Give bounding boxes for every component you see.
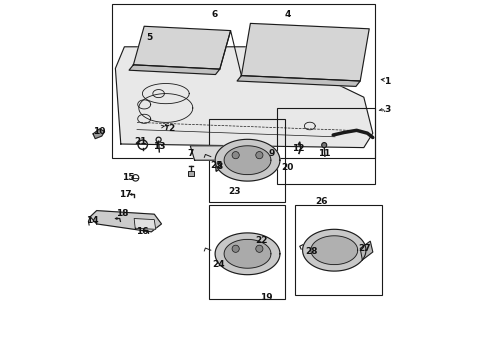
Polygon shape [215,233,280,275]
Bar [112,4,374,158]
Polygon shape [311,236,358,265]
Text: 5: 5 [147,33,153,42]
Text: 2: 2 [168,123,174,132]
Text: 20: 20 [281,163,294,172]
Bar [209,119,285,202]
Polygon shape [90,211,162,232]
Text: 26: 26 [315,197,328,206]
Polygon shape [215,139,280,181]
Text: 7: 7 [188,149,194,158]
Polygon shape [116,47,373,148]
Polygon shape [237,76,360,86]
Bar [209,205,285,299]
Polygon shape [360,241,373,260]
Polygon shape [93,129,104,139]
Text: 10: 10 [93,126,105,135]
Text: 1: 1 [384,77,391,85]
Text: 16: 16 [136,227,148,236]
Polygon shape [190,146,229,160]
Polygon shape [134,219,156,229]
Bar [295,205,382,295]
Polygon shape [224,146,271,175]
Text: 27: 27 [358,244,370,253]
Text: 8: 8 [217,162,223,171]
Polygon shape [242,23,369,81]
Text: 23: 23 [229,187,241,196]
Text: 11: 11 [318,149,330,158]
Text: 3: 3 [384,105,391,114]
Text: 17: 17 [119,190,132,199]
Text: 24: 24 [212,260,225,269]
Text: 6: 6 [211,10,218,19]
Text: 12: 12 [293,144,305,153]
Polygon shape [224,239,271,268]
Polygon shape [129,65,220,75]
Polygon shape [133,26,231,69]
Circle shape [256,152,263,159]
Bar [188,171,194,176]
Text: 25: 25 [211,161,223,170]
Text: 13: 13 [153,143,166,152]
Polygon shape [303,229,366,271]
Circle shape [256,245,263,252]
Text: 21: 21 [134,136,147,145]
Text: 9: 9 [269,149,275,158]
Circle shape [232,152,239,159]
Text: 15: 15 [122,174,134,182]
Text: 22: 22 [255,235,268,245]
Text: 14: 14 [86,216,98,225]
Text: 19: 19 [260,292,273,302]
Circle shape [321,143,327,148]
Text: 4: 4 [285,10,292,19]
Text: 28: 28 [305,248,318,256]
Polygon shape [216,163,222,171]
Circle shape [232,245,239,252]
Bar [277,108,374,184]
Text: 18: 18 [116,209,128,217]
